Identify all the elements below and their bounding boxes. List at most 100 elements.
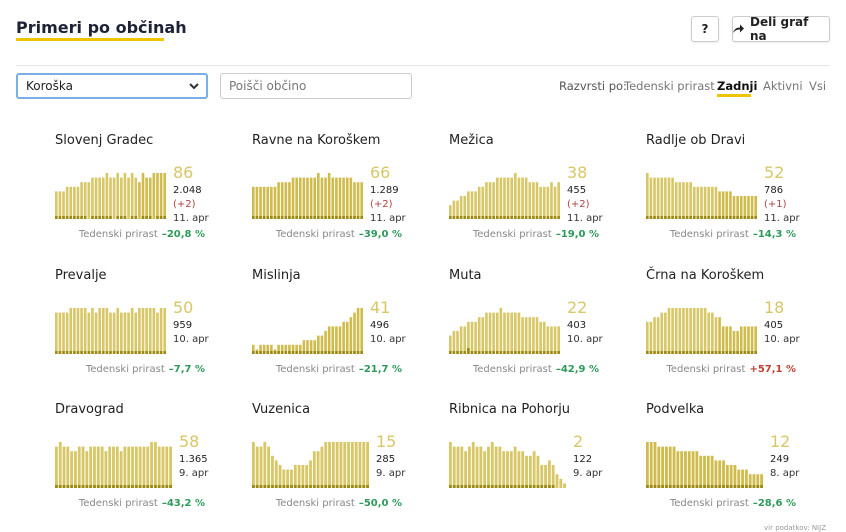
trend-bar bbox=[156, 173, 159, 219]
trend-bar-new bbox=[297, 485, 301, 488]
trend-bar bbox=[506, 312, 510, 354]
sort-option-active[interactable]: Aktivni bbox=[763, 79, 803, 93]
trend-bar bbox=[557, 182, 560, 219]
trend-bar-new bbox=[678, 216, 682, 219]
municipality-card[interactable]: Prevalje 50 959 10. apr Tedenski prirast –7,7… bbox=[55, 268, 245, 383]
municipality-card[interactable]: Podvelka 12 249 8. apr Tedenski prirast –28,6… bbox=[646, 402, 836, 517]
daily-delta: (+1) bbox=[764, 199, 787, 210]
municipality-card[interactable]: Ribnica na Pohorju 2 122 9. apr bbox=[449, 402, 639, 517]
trend-bar-new bbox=[316, 485, 320, 488]
trend-bar bbox=[362, 442, 366, 488]
trend-bar bbox=[481, 186, 485, 219]
trend-bar bbox=[259, 186, 262, 219]
trend-bar-new bbox=[290, 485, 293, 488]
trend-bar-new bbox=[277, 216, 280, 219]
trend-bar bbox=[105, 173, 109, 219]
trend-bar-new bbox=[535, 351, 539, 354]
trend-bar bbox=[542, 321, 546, 354]
trend-bar-new bbox=[274, 485, 278, 488]
trend-bar-new bbox=[328, 485, 331, 488]
municipality-name: Mežica bbox=[449, 133, 494, 148]
trend-bar-new bbox=[58, 216, 62, 219]
trend-bar bbox=[145, 308, 148, 354]
trend-bar-new bbox=[270, 216, 273, 219]
trend-bar-new bbox=[506, 351, 510, 354]
municipality-card[interactable]: Mežica 38 455 (+2) 11. apr Tedenski prirast –1… bbox=[449, 133, 639, 248]
trend-bar bbox=[665, 446, 668, 488]
trend-bar-new bbox=[524, 216, 528, 219]
trend-bar-new bbox=[744, 485, 748, 488]
trend-bar bbox=[343, 442, 347, 488]
trend-bar bbox=[98, 308, 101, 354]
trend-bar-new bbox=[109, 351, 112, 354]
trend-bar bbox=[653, 177, 656, 219]
region-select[interactable]: Koroška bbox=[16, 73, 208, 99]
trend-bar bbox=[517, 451, 521, 488]
trend-bar bbox=[481, 317, 485, 354]
sort-option-all[interactable]: Vsi bbox=[809, 79, 827, 93]
municipality-card[interactable]: Dravograd 58 1.365 9. apr Tedenski prirast –4… bbox=[55, 402, 245, 517]
trend-bar bbox=[494, 446, 498, 488]
weekly-growth: Tedenski prirast –20,8 % bbox=[79, 229, 205, 240]
trend-bar bbox=[547, 460, 551, 488]
trend-bar bbox=[696, 308, 700, 354]
trend-bar-new bbox=[459, 216, 463, 219]
trend-bar bbox=[77, 446, 81, 488]
weekly-growth-label: Tedenski prirast bbox=[78, 229, 158, 240]
trend-bar bbox=[492, 182, 495, 219]
trend-bar bbox=[366, 442, 369, 488]
trend-bar bbox=[725, 465, 729, 488]
trend-bar-new bbox=[91, 216, 94, 219]
trend-bar-new bbox=[259, 351, 262, 354]
weekly-growth-value: –14,3 % bbox=[752, 229, 796, 240]
trend-bar bbox=[474, 321, 477, 354]
trend-bar-new bbox=[660, 216, 664, 219]
municipality-card[interactable]: Mislinja 41 496 10. apr Tedenski prirast –21,… bbox=[252, 268, 442, 383]
region-select-value: Koroška bbox=[26, 79, 73, 93]
trend-bar-new bbox=[169, 485, 172, 488]
trend-bar bbox=[116, 308, 120, 354]
trend-bar bbox=[664, 312, 667, 354]
trend-bar-new bbox=[266, 216, 270, 219]
help-button[interactable]: ? bbox=[691, 16, 719, 42]
trend-bar bbox=[165, 446, 169, 488]
trend-bar-new bbox=[127, 485, 131, 488]
trend-bar-new bbox=[130, 216, 134, 219]
trend-bar-new bbox=[736, 216, 739, 219]
trend-bar bbox=[459, 326, 463, 354]
trend-bar bbox=[536, 455, 540, 488]
municipality-card[interactable]: Radlje ob Dravi 52 786 (+1) 11. apr Tedenski … bbox=[646, 133, 836, 248]
municipality-card[interactable]: Muta 22 403 10. apr Tedenski prirast –42,9 % bbox=[449, 268, 639, 383]
trend-bar bbox=[317, 173, 320, 219]
trend-bar bbox=[490, 442, 494, 488]
municipality-card[interactable]: Črna na Koroškem 18 405 10. apr Tedenski pri… bbox=[646, 268, 836, 383]
municipality-card[interactable]: Vuzenica 15 285 9. apr Tedenski prirast –50,0… bbox=[252, 402, 442, 517]
trend-bar bbox=[324, 177, 327, 219]
sort-option-weekly[interactable]: Tedenski prirast bbox=[624, 79, 715, 93]
municipality-card[interactable]: Slovenj Gradec 86 2.048 (+2) 11. apr Tedenski… bbox=[55, 133, 245, 248]
trend-bar bbox=[62, 446, 66, 488]
trend-bar-new bbox=[481, 216, 485, 219]
municipality-name: Radlje ob Dravi bbox=[646, 133, 746, 148]
trend-bar-new bbox=[70, 485, 74, 488]
trend-bar bbox=[58, 191, 62, 219]
last-update-date: 10. apr bbox=[370, 334, 406, 345]
trend-bar bbox=[559, 478, 563, 488]
share-button[interactable]: Deli graf na bbox=[732, 15, 830, 43]
trend-bar-new bbox=[362, 485, 366, 488]
trend-bar-new bbox=[671, 216, 674, 219]
trend-bar-new bbox=[674, 351, 678, 354]
trend-bar bbox=[524, 317, 528, 354]
municipality-card[interactable]: Ravne na Koroškem 66 1.289 (+2) 11. apr Teden… bbox=[252, 133, 442, 248]
active-cases: 38 bbox=[567, 163, 588, 182]
trend-bar-new bbox=[539, 351, 542, 354]
sort-option-latest[interactable]: Zadnji bbox=[717, 79, 758, 93]
trend-bar bbox=[732, 196, 736, 219]
trend-bar bbox=[710, 455, 714, 488]
trend-bar-new bbox=[452, 485, 456, 488]
trend-bar bbox=[646, 173, 649, 219]
search-input[interactable] bbox=[220, 73, 412, 99]
trend-bar-new bbox=[732, 351, 736, 354]
trend-bar bbox=[297, 465, 301, 488]
trend-bar-new bbox=[535, 216, 539, 219]
